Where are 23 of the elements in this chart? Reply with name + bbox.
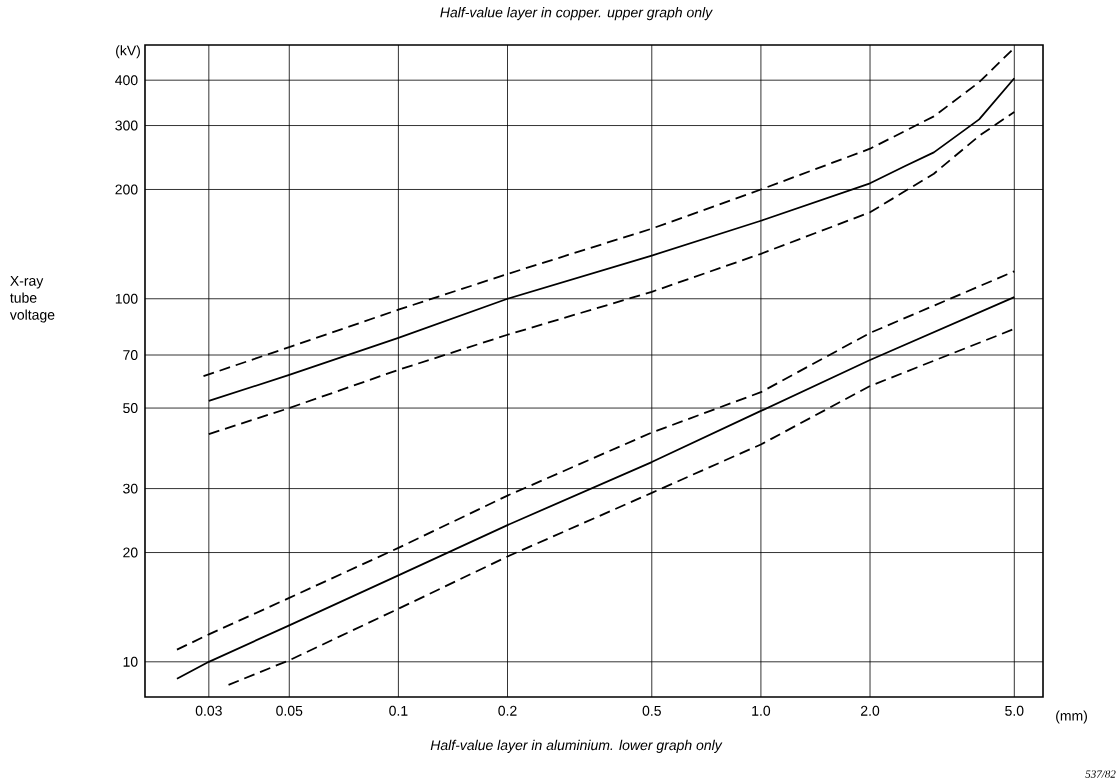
y-tick-label: 50 (123, 403, 138, 414)
y-tick-label: 200 (115, 184, 138, 195)
y-axis-title: X-ray tube voltage (9, 276, 55, 323)
y-tick-label: 300 (115, 120, 138, 131)
chart-title: Half-value layer in copper. upper graph only (440, 7, 713, 21)
y-tick-label: 100 (115, 293, 138, 304)
x-tick-label: 0.05 (276, 705, 303, 716)
y-tick-label: 70 (123, 350, 138, 360)
x-tick-label: 2.0 (861, 705, 880, 716)
y-tick-label: 400 (115, 75, 138, 86)
text: (kV) (116, 45, 140, 59)
text: (mm) (1056, 710, 1087, 724)
x-tick-label: 0.03 (195, 705, 222, 716)
text: 537/82 (1085, 770, 1116, 778)
x-tick-label: 0.5 (642, 705, 661, 716)
y-tick-label: 10 (123, 656, 138, 667)
x-tick-label: 1.0 (752, 705, 771, 716)
x-tick-label: 0.2 (498, 705, 517, 716)
x-tick-label: 0.1 (389, 705, 408, 716)
y-tick-label: 30 (123, 483, 138, 494)
y-tick-label: 20 (123, 547, 138, 558)
x-tick-label: 5.0 (1005, 705, 1024, 716)
x-axis-title: Half-value layer in aluminium. lower graph only (430, 739, 723, 753)
